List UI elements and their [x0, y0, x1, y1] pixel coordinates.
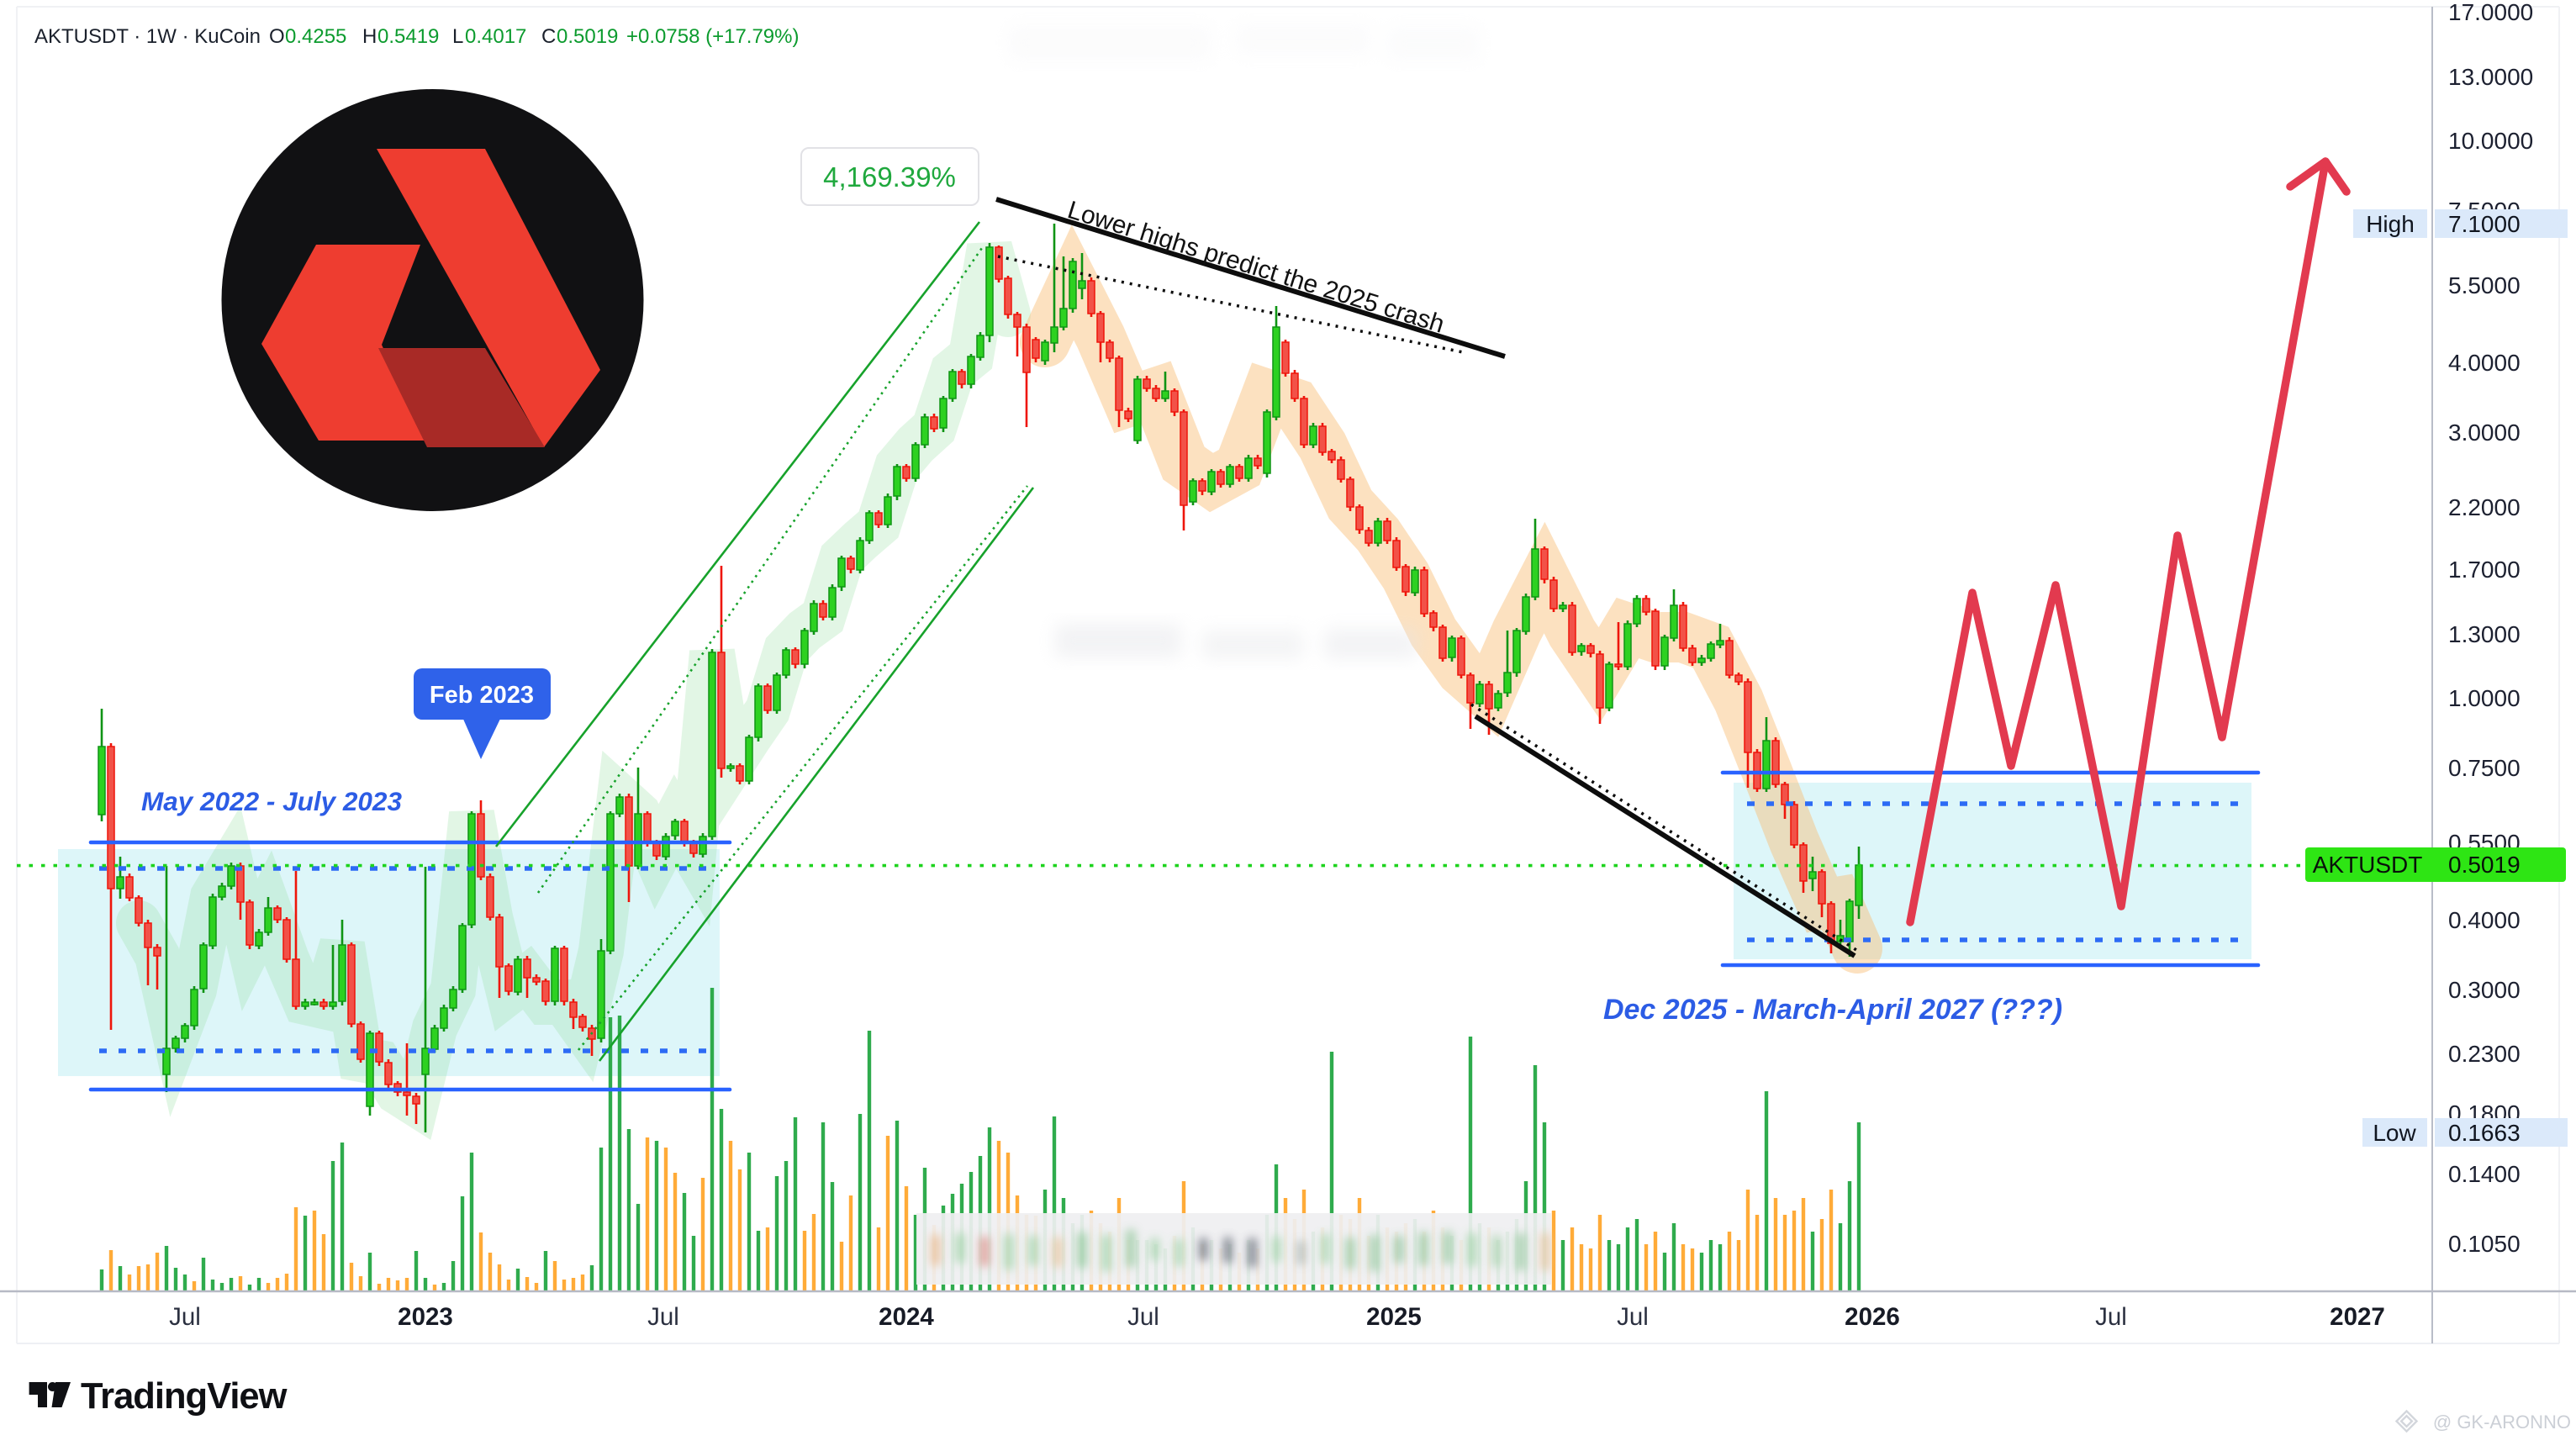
svg-text:1.7000: 1.7000 — [2448, 557, 2521, 583]
svg-text:@ GK-ARONNO: @ GK-ARONNO — [2433, 1412, 2571, 1433]
svg-text:Low: Low — [2373, 1120, 2416, 1146]
svg-text:H: H — [362, 25, 377, 48]
svg-text:7.1000: 7.1000 — [2448, 211, 2521, 237]
svg-text:May 2022 - July 2023: May 2022 - July 2023 — [141, 786, 402, 816]
svg-text:Dec 2025 - March-April 2027 (?: Dec 2025 - March-April 2027 (???) — [1603, 994, 2062, 1026]
svg-text:2024: 2024 — [879, 1303, 934, 1331]
svg-text:2026: 2026 — [1845, 1303, 1900, 1331]
svg-text:0.1050: 0.1050 — [2448, 1231, 2521, 1257]
svg-text:13.0000: 13.0000 — [2448, 64, 2533, 90]
svg-text:0.2300: 0.2300 — [2448, 1041, 2521, 1067]
svg-text:0.1663: 0.1663 — [2448, 1120, 2521, 1146]
svg-text:AKTUSDT: AKTUSDT — [2313, 852, 2423, 878]
svg-text:Jul: Jul — [169, 1303, 201, 1331]
svg-text:0.1400: 0.1400 — [2448, 1161, 2521, 1187]
svg-text:L: L — [452, 25, 463, 48]
svg-text:2.2000: 2.2000 — [2448, 494, 2521, 520]
svg-text:C: C — [541, 25, 556, 48]
svg-text:TradingView: TradingView — [81, 1376, 288, 1417]
svg-text:1.3000: 1.3000 — [2448, 621, 2521, 647]
svg-text:0.4000: 0.4000 — [2448, 907, 2521, 933]
svg-text:Jul: Jul — [1617, 1303, 1649, 1331]
svg-text:0.5019: 0.5019 — [2448, 852, 2521, 878]
svg-text:0.3000: 0.3000 — [2448, 977, 2521, 1003]
svg-text:+0.0758 (+17.79%): +0.0758 (+17.79%) — [626, 25, 800, 48]
svg-text:0.7500: 0.7500 — [2448, 755, 2521, 781]
svg-text:Jul: Jul — [647, 1303, 679, 1331]
svg-text:Jul: Jul — [1127, 1303, 1159, 1331]
svg-text:4.0000: 4.0000 — [2448, 350, 2521, 376]
svg-text:5.5000: 5.5000 — [2448, 272, 2521, 298]
svg-text:0.4017: 0.4017 — [465, 25, 526, 48]
svg-text:Jul: Jul — [2095, 1303, 2127, 1331]
svg-text:O: O — [269, 25, 285, 48]
svg-text:High: High — [2366, 211, 2415, 237]
svg-text:2023: 2023 — [398, 1303, 453, 1331]
svg-text:3.0000: 3.0000 — [2448, 420, 2521, 446]
svg-text:0.5419: 0.5419 — [377, 25, 439, 48]
svg-text:0.4255: 0.4255 — [285, 25, 346, 48]
svg-text:2027: 2027 — [2330, 1303, 2385, 1331]
svg-text:2025: 2025 — [1366, 1303, 1422, 1331]
svg-text:4,169.39%: 4,169.39% — [823, 161, 956, 193]
svg-text:Feb 2023: Feb 2023 — [430, 682, 534, 709]
svg-text:0.5019: 0.5019 — [557, 25, 618, 48]
svg-text:1.0000: 1.0000 — [2448, 685, 2521, 711]
svg-text:AKTUSDT · 1W · KuCoin: AKTUSDT · 1W · KuCoin — [34, 25, 261, 48]
svg-text:10.0000: 10.0000 — [2448, 128, 2533, 154]
svg-text:17.0000: 17.0000 — [2448, 0, 2533, 25]
